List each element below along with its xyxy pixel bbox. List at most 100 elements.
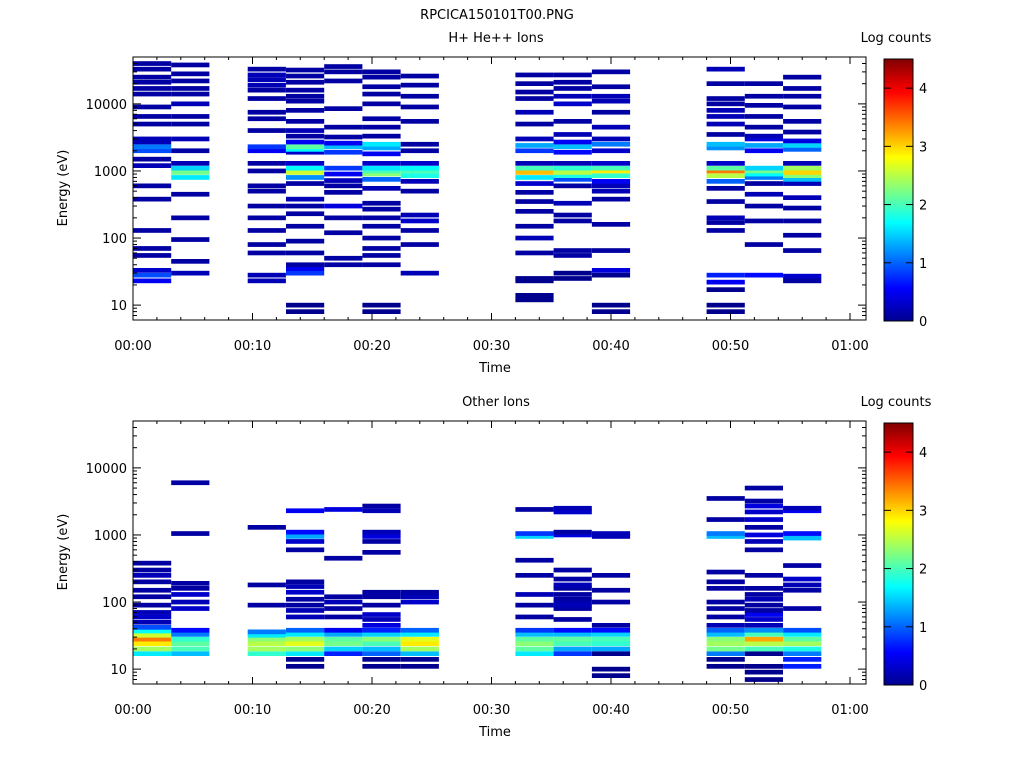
x-axis-label: Time xyxy=(478,361,511,376)
heatmap-cell xyxy=(744,677,783,682)
heatmap-cell xyxy=(362,636,401,642)
heatmap-cell xyxy=(553,144,592,150)
heatmap-cell xyxy=(171,62,210,68)
heatmap-cell xyxy=(515,143,554,148)
heatmap-cell xyxy=(744,242,783,247)
heatmap-cell xyxy=(247,96,286,101)
heatmap-cell xyxy=(744,81,783,86)
heatmap-cell xyxy=(783,129,822,135)
heatmap-cell xyxy=(286,651,325,656)
heatmap-cell xyxy=(783,535,822,541)
heatmap-cell xyxy=(171,161,210,166)
heatmap-cell xyxy=(362,141,401,147)
heatmap-cell xyxy=(744,651,783,656)
heatmap-cell xyxy=(362,171,401,177)
panel-other-ions: Other Ions 00:00 00:10 00:20 00:30 00:40 00:5… xyxy=(56,395,932,740)
heatmap-cell xyxy=(171,101,210,107)
heatmap-cell xyxy=(706,664,745,669)
heatmap-cell xyxy=(744,272,783,278)
axes: 00:00 00:10 00:20 00:30 00:40 00:50 01:00 10 100… xyxy=(86,420,869,718)
heatmap-cell xyxy=(133,66,172,72)
heatmap-cell xyxy=(400,242,439,247)
heatmap-cell xyxy=(744,632,783,637)
x-tick-label: 00:00 xyxy=(114,339,151,354)
heatmap-cell xyxy=(744,532,783,538)
heatmap-cell xyxy=(706,623,745,628)
heatmap-cell xyxy=(286,133,325,139)
heatmap-cell xyxy=(400,228,439,233)
heatmap-cell xyxy=(247,272,286,278)
heatmap-cell xyxy=(171,259,210,264)
heatmap-cell xyxy=(591,302,631,308)
colorbar: Log counts 0 1 2 3 4 xyxy=(861,395,932,694)
heatmap-cell xyxy=(247,87,286,93)
heatmap-cell xyxy=(324,149,363,155)
heatmap-cell xyxy=(744,664,783,669)
heatmap-cell xyxy=(362,168,401,174)
heatmap-cell xyxy=(286,223,325,229)
heatmap-cell xyxy=(706,636,745,642)
heatmap-cell xyxy=(783,508,822,514)
heatmap-cell xyxy=(783,138,822,144)
heatmap-cell xyxy=(515,573,554,578)
heatmap-cell xyxy=(400,104,439,110)
heatmap-cell xyxy=(324,134,363,140)
heatmap-cell xyxy=(324,215,363,221)
heatmap-cell xyxy=(133,79,172,85)
heatmap-cell xyxy=(400,188,439,194)
heatmap-cell xyxy=(553,276,592,281)
heatmap-cell xyxy=(706,168,745,174)
heatmap-cell xyxy=(783,104,822,110)
heatmap-cell xyxy=(133,136,172,142)
heatmap-cell xyxy=(247,72,286,78)
heatmap-cell xyxy=(286,608,325,613)
heatmap-cell xyxy=(400,589,439,595)
heatmap-cell xyxy=(783,606,822,611)
heatmap-cell xyxy=(362,206,401,212)
heatmap-cell xyxy=(553,586,592,591)
heatmap-cell xyxy=(247,116,286,122)
heatmap-cell xyxy=(133,196,172,202)
heatmap-cell xyxy=(744,612,783,617)
heatmap-cell xyxy=(515,72,554,78)
heatmap-cell xyxy=(171,599,210,605)
heatmap-cell xyxy=(362,84,401,90)
heatmap-cell xyxy=(362,617,401,622)
heatmap-cell xyxy=(324,144,363,150)
heatmap-cell xyxy=(706,186,745,191)
heatmap-cell xyxy=(171,165,210,171)
heatmap-cell xyxy=(400,165,439,171)
heatmap-cell xyxy=(247,250,286,256)
heatmap-cell xyxy=(744,203,783,209)
heatmap-cell xyxy=(783,505,822,511)
heatmap-cell xyxy=(591,109,631,115)
heatmap-cell xyxy=(744,218,783,224)
heatmap-cell xyxy=(286,596,325,602)
heatmap-cell xyxy=(706,96,745,101)
heatmap-cell xyxy=(286,646,325,652)
heatmap-cell xyxy=(553,592,592,597)
heatmap-cell xyxy=(324,171,363,177)
heatmap-cell xyxy=(706,599,745,605)
heatmap-cell xyxy=(553,505,592,511)
heatmap-cell xyxy=(744,573,783,578)
heatmap-cell xyxy=(706,579,745,585)
heatmap-cell xyxy=(133,74,172,80)
heatmap-cell xyxy=(783,181,822,186)
heatmap-cell xyxy=(515,646,554,652)
heatmap-cell xyxy=(133,602,172,608)
heatmap-cell xyxy=(553,253,592,258)
heatmap-cell xyxy=(362,623,401,628)
heatmap-cell xyxy=(706,81,745,86)
heatmap-cell xyxy=(553,270,592,276)
heatmap-cell xyxy=(400,218,439,224)
heatmap-cell xyxy=(171,531,210,536)
heatmap-cell xyxy=(171,586,210,591)
heatmap-cell xyxy=(286,539,325,544)
heatmap-cell xyxy=(362,534,401,539)
heatmap-cell xyxy=(171,215,210,221)
heatmap-cell xyxy=(553,86,592,91)
heatmap-cell xyxy=(515,89,554,95)
heatmap-cell xyxy=(783,664,822,669)
